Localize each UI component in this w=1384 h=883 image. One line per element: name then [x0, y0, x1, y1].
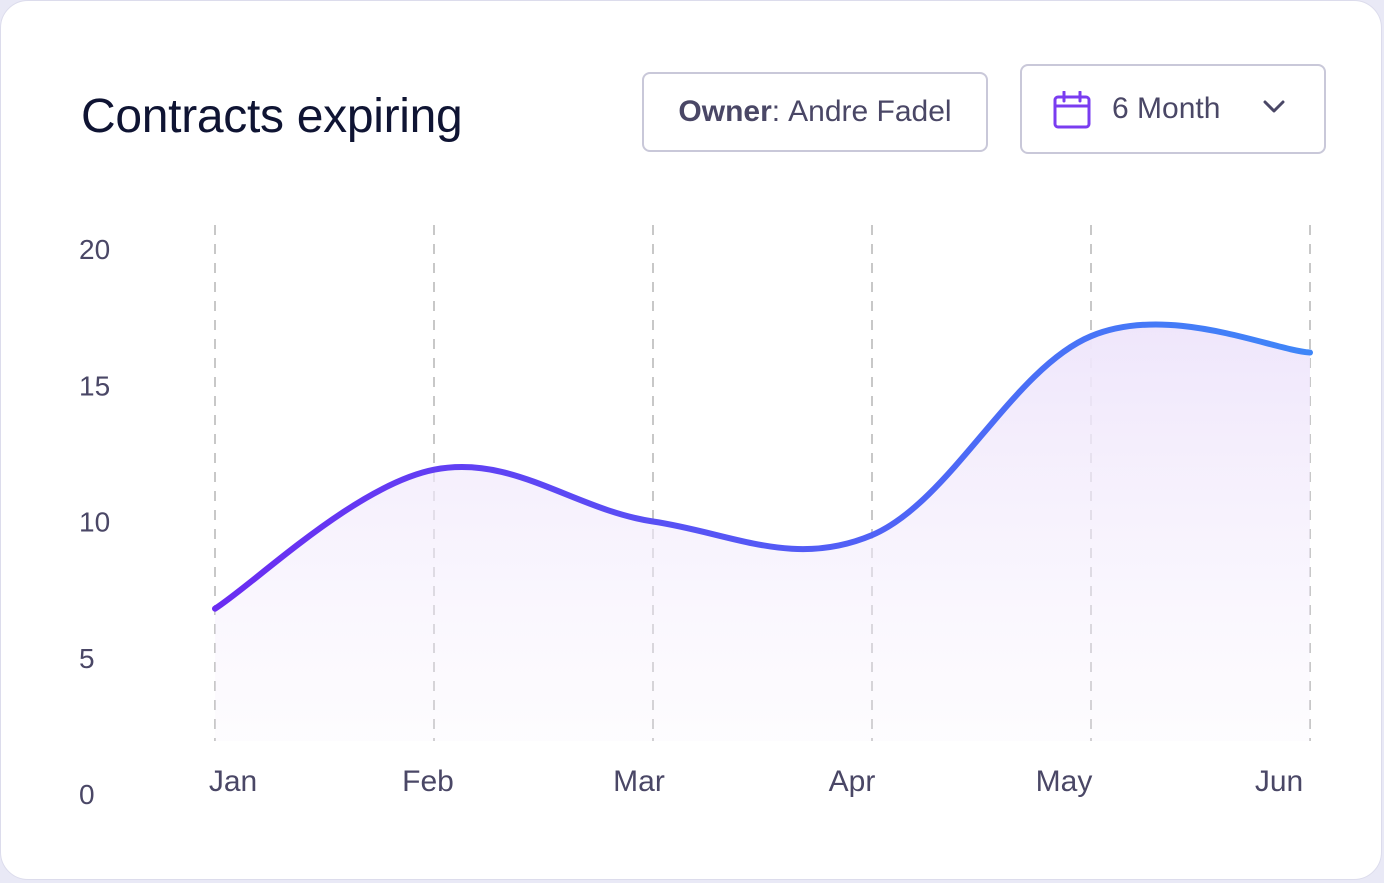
x-tick-label: Apr: [829, 765, 876, 798]
x-tick-label: Mar: [613, 765, 665, 798]
y-tick-label: 10: [79, 507, 110, 538]
y-tick-label: 15: [79, 370, 110, 401]
y-tick-label: 0: [79, 779, 95, 810]
area-fill: [215, 324, 1310, 741]
y-tick-label: 20: [79, 234, 110, 265]
x-tick-label: May: [1036, 765, 1093, 798]
x-tick-label: Jan: [209, 765, 257, 798]
x-tick-label: Jun: [1255, 765, 1303, 798]
y-tick-label: 5: [79, 643, 95, 674]
x-tick-label: Feb: [402, 765, 454, 798]
